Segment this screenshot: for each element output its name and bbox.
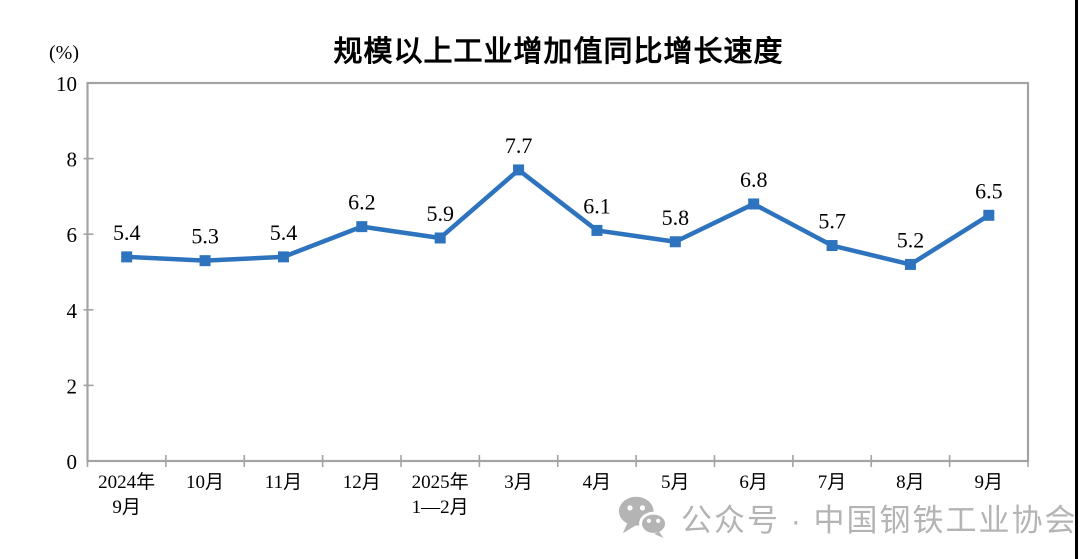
data-point-label: 6.1	[583, 193, 611, 218]
y-axis-tick-label: 2	[67, 374, 78, 398]
data-point-label: 5.4	[270, 220, 298, 245]
data-point-marker	[669, 236, 681, 248]
watermark-text: 公众号 · 中国钢铁工业协会	[681, 502, 1078, 538]
y-axis-tick-label: 0	[67, 450, 78, 474]
x-category-label: 11月	[265, 472, 302, 493]
y-axis-tick-label: 10	[56, 72, 77, 96]
y-axis-tick-label: 6	[67, 223, 78, 247]
plot-border	[86, 81, 1030, 463]
data-series-line	[124, 167, 992, 267]
data-point-marker	[199, 255, 211, 267]
y-axis-tick-label: 8	[67, 148, 78, 172]
x-category-label: 2024年	[98, 471, 155, 493]
data-point-label: 7.7	[505, 133, 533, 158]
x-category-label: 1—2月	[412, 497, 469, 518]
y-axis-tick-label: 4	[67, 299, 78, 323]
x-category-label: 4月	[583, 472, 612, 493]
data-point-marker	[434, 232, 446, 244]
x-category-label: 3月	[504, 472, 533, 493]
data-point-marker	[356, 221, 368, 233]
x-category-label: 9月	[975, 472, 1004, 493]
data-point-marker	[277, 251, 289, 263]
x-category-label: 10月	[186, 472, 224, 493]
data-point-marker	[121, 251, 133, 263]
data-point-label: 6.8	[740, 167, 768, 192]
x-category-label: 5月	[661, 472, 690, 493]
data-point-label: 5.3	[191, 224, 219, 249]
x-category-label: 7月	[818, 472, 847, 493]
right-edge-border	[1075, 0, 1078, 559]
data-point-marker	[904, 258, 916, 270]
data-point-label: 5.9	[426, 201, 454, 226]
x-category-label: 6月	[739, 472, 768, 493]
data-point-marker	[748, 198, 760, 210]
data-point-label: 5.7	[818, 209, 846, 234]
watermark: 公众号 · 中国钢铁工业协会	[617, 494, 1078, 540]
chart-title: 规模以上工业增加值同比增长速度	[333, 36, 784, 68]
data-point-label: 5.4	[113, 220, 141, 245]
data-point-label: 6.2	[348, 190, 376, 215]
x-category-label: 9月	[112, 497, 141, 518]
wechat-icon	[618, 496, 667, 539]
x-category-label: 2025年	[412, 471, 469, 493]
data-point-label: 6.5	[975, 178, 1003, 203]
data-point-label: 5.2	[897, 227, 925, 252]
data-point-marker	[591, 224, 603, 236]
data-point-marker	[983, 209, 995, 221]
data-point-marker	[826, 240, 838, 252]
x-category-label: 12月	[343, 472, 381, 493]
data-point-label: 5.8	[662, 205, 690, 230]
x-category-label: 8月	[896, 472, 925, 493]
data-point-marker	[513, 164, 525, 176]
y-axis-unit-label: (%)	[49, 42, 79, 64]
